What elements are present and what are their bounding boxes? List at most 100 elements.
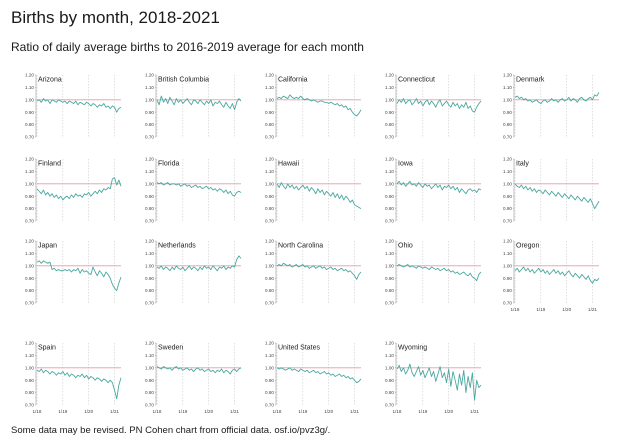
y-tick-label: 1.00	[145, 263, 154, 268]
series-line-arizona	[36, 98, 122, 113]
y-tick-label: 1.20	[145, 341, 154, 346]
y-tick-label: 0.90	[385, 194, 394, 199]
x-tick-label: 1/19	[58, 409, 67, 414]
x-tick-label: 1/20	[444, 409, 453, 414]
y-tick-label: 1.20	[503, 239, 512, 244]
y-tick-label: 0.70	[503, 219, 512, 224]
y-tick-label: 0.80	[385, 390, 394, 395]
y-tick-label: 1.10	[265, 169, 274, 174]
y-tick-label: 0.70	[265, 219, 274, 224]
panel-label: Netherlands	[158, 243, 196, 250]
y-tick-label: 1.20	[503, 73, 512, 78]
y-tick-label: 0.90	[25, 378, 34, 383]
x-tick-label: 1/21	[470, 409, 479, 414]
series-line-florida	[156, 182, 242, 197]
series-line-north-carolina	[276, 262, 362, 280]
y-tick-label: 1.00	[265, 365, 274, 370]
y-tick-label: 1.00	[25, 181, 34, 186]
y-tick-label: 1.20	[145, 239, 154, 244]
x-tick-label: 1/18	[511, 307, 520, 312]
y-tick-label: 0.80	[25, 122, 34, 127]
y-tick-label: 1.20	[265, 239, 274, 244]
panel-iowa: 1.20 1.10 1.00 0.90 0.80 0.70 Iowa	[385, 157, 482, 224]
x-tick-label: 1/20	[204, 409, 213, 414]
panel-label: Wyoming	[398, 345, 427, 352]
y-tick-label: 0.90	[145, 276, 154, 281]
panel-ohio: 1.20 1.10 1.00 0.90 0.80 0.70 Ohio	[385, 239, 482, 306]
y-tick-label: 1.10	[385, 353, 394, 358]
y-tick-label: 0.90	[503, 194, 512, 199]
panel-label: North Carolina	[278, 243, 323, 250]
y-tick-label: 0.70	[385, 403, 394, 408]
y-tick-label: 1.10	[25, 353, 34, 358]
y-tick-label: 0.80	[25, 288, 34, 293]
y-tick-label: 1.20	[503, 157, 512, 162]
y-tick-label: 1.10	[265, 353, 274, 358]
y-tick-label: 1.00	[385, 181, 394, 186]
y-tick-label: 0.80	[265, 122, 274, 127]
y-tick-label: 1.00	[145, 181, 154, 186]
series-line-italy	[514, 183, 600, 210]
x-tick-label: 1/19	[418, 409, 427, 414]
panel-label: Connecticut	[398, 77, 435, 84]
y-tick-label: 1.10	[145, 251, 154, 256]
y-tick-label: 0.70	[385, 219, 394, 224]
series-line-japan	[36, 260, 122, 292]
y-tick-label: 0.70	[265, 403, 274, 408]
y-tick-label: 1.10	[385, 85, 394, 90]
panel-label: Denmark	[516, 77, 545, 84]
panel-label: Italy	[516, 161, 529, 168]
series-line-connecticut	[396, 98, 482, 113]
y-tick-label: 0.70	[145, 301, 154, 306]
chart-subtitle: Ratio of daily average births to 2016-20…	[11, 40, 364, 54]
y-tick-label: 1.10	[25, 251, 34, 256]
series-line-united-states	[276, 367, 362, 384]
y-tick-label: 1.10	[145, 353, 154, 358]
panel-label: Sweden	[158, 345, 183, 352]
y-tick-label: 0.80	[385, 122, 394, 127]
y-tick-label: 0.80	[265, 390, 274, 395]
y-tick-label: 1.20	[25, 341, 34, 346]
y-tick-label: 1.10	[25, 85, 34, 90]
series-line-denmark	[514, 92, 600, 104]
panel-label: Hawaii	[278, 161, 299, 168]
y-tick-label: 1.00	[25, 365, 34, 370]
series-line-netherlands	[156, 255, 242, 272]
series-line-wyoming	[396, 363, 482, 401]
y-tick-label: 1.20	[265, 73, 274, 78]
y-tick-label: 0.80	[503, 206, 512, 211]
x-tick-label: 1/20	[562, 307, 571, 312]
y-tick-label: 1.10	[385, 251, 394, 256]
x-tick-label: 1/18	[153, 409, 162, 414]
series-line-spain	[36, 368, 122, 400]
y-tick-label: 1.20	[25, 239, 34, 244]
y-tick-label: 0.70	[385, 301, 394, 306]
chart-title: Births by month, 2018-2021	[11, 8, 220, 27]
y-tick-label: 0.90	[385, 110, 394, 115]
panel-denmark: 1.20 1.10 1.00 0.90 0.80 0.70 Denmark	[503, 73, 600, 140]
y-tick-label: 0.80	[25, 390, 34, 395]
series-line-sweden	[156, 366, 242, 375]
y-tick-label: 1.00	[145, 97, 154, 102]
y-tick-label: 0.90	[145, 110, 154, 115]
panel-north-carolina: 1.20 1.10 1.00 0.90 0.80 0.70 North Carolina	[265, 239, 362, 306]
y-tick-label: 1.20	[265, 157, 274, 162]
x-tick-label: 1/21	[230, 409, 239, 414]
y-tick-label: 0.90	[145, 194, 154, 199]
panel-spain: 1.20 1.10 1.00 0.90 0.80 0.70 Spain 1/18 1/19 1/2…	[25, 341, 122, 414]
panel-label: United States	[278, 345, 321, 352]
y-tick-label: 1.20	[385, 157, 394, 162]
panel-florida: 1.20 1.10 1.00 0.90 0.80 0.70 Florida	[145, 157, 242, 224]
y-tick-label: 0.80	[145, 390, 154, 395]
y-tick-label: 1.20	[25, 157, 34, 162]
y-tick-label: 0.90	[265, 276, 274, 281]
y-tick-label: 0.70	[145, 403, 154, 408]
panel-label: Ohio	[398, 243, 413, 250]
series-line-iowa	[396, 180, 482, 195]
y-tick-label: 0.70	[25, 135, 34, 140]
x-tick-label: 1/19	[536, 307, 545, 312]
y-tick-label: 1.20	[385, 73, 394, 78]
y-tick-label: 1.10	[265, 85, 274, 90]
y-tick-label: 0.80	[503, 122, 512, 127]
